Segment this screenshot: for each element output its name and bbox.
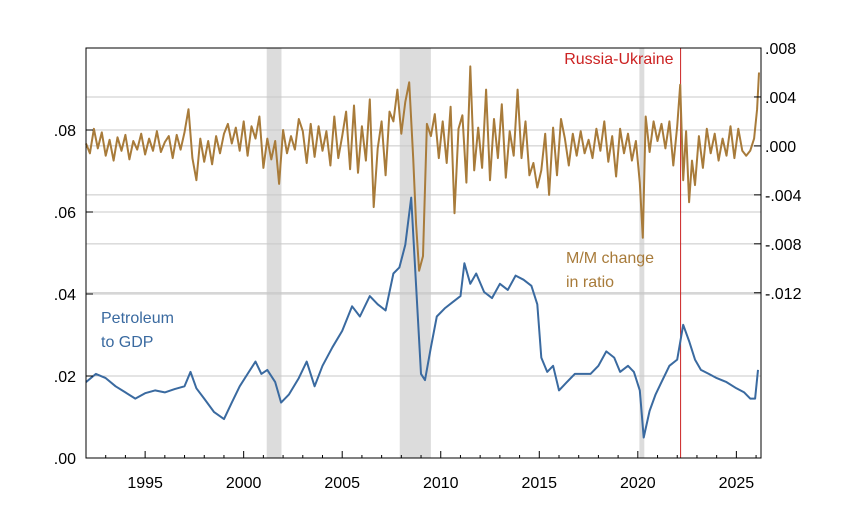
x-tick-label: 2015 [521, 475, 557, 492]
x-tick-label: 2025 [719, 475, 755, 492]
right-tick-label: -.008 [765, 237, 802, 254]
left-tick-label: .08 [54, 123, 76, 140]
x-tick-label: 2000 [226, 475, 262, 492]
x-tick-label: 2005 [324, 475, 360, 492]
recession-shading [266, 48, 645, 458]
series-label-line-1: M/M change [566, 250, 654, 267]
series-label-mm-change: M/M change in ratio [566, 250, 659, 291]
series-line [85, 196, 759, 439]
series-label-line-2: to GDP [101, 334, 153, 351]
left-tick-label: .00 [54, 451, 76, 468]
series-label-line-1: Petroleum [101, 310, 174, 327]
right-tick-label: .000 [765, 139, 796, 156]
axes: 1995 2000 2005 2010 2015 2020 2025 .00 .02 .04 .06… [54, 41, 802, 492]
right-tick-label: .008 [765, 41, 796, 58]
right-tick-label: -.012 [765, 286, 802, 303]
left-tick-label: .06 [54, 205, 76, 222]
right-tick-label: .004 [765, 90, 796, 107]
series-line [85, 65, 760, 272]
series-lines [85, 65, 760, 439]
series-label-petroleum: Petroleum to GDP [101, 310, 178, 351]
series-label-line-2: in ratio [566, 274, 614, 291]
event-label: Russia-Ukraine [564, 51, 673, 68]
plot-frame [85, 47, 762, 459]
x-tick-label: 2010 [423, 475, 459, 492]
recession-band [399, 48, 431, 458]
left-tick-label: .02 [54, 369, 76, 386]
x-tick-label: 1995 [127, 475, 163, 492]
x-tick-label: 2020 [620, 475, 656, 492]
left-tick-label: .04 [54, 287, 76, 304]
recession-band [639, 48, 645, 458]
right-tick-label: -.004 [765, 188, 802, 205]
